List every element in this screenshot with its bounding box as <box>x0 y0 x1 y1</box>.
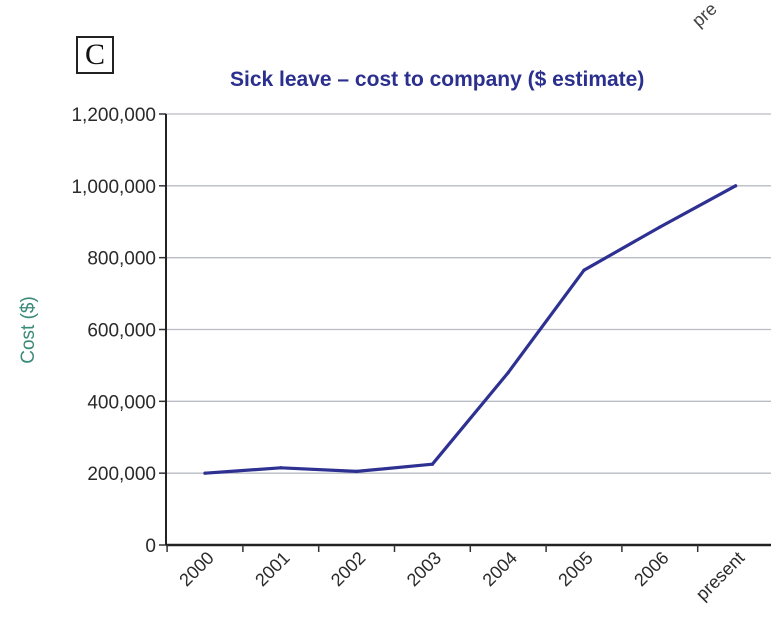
x-tick-label: 2003 <box>403 548 445 590</box>
data-point <box>430 462 434 466</box>
data-point <box>279 466 283 470</box>
chart-title: Sick leave – cost to company ($ estimate… <box>230 68 645 91</box>
x-tick-label: present <box>692 548 749 605</box>
y-tick-label: 0 <box>145 536 156 557</box>
y-tick-label: 400,000 <box>87 392 156 413</box>
data-point <box>658 225 662 229</box>
y-tick-label: 600,000 <box>87 321 156 342</box>
y-tick-label: 1,200,000 <box>71 105 156 126</box>
series-lines <box>203 184 738 475</box>
x-tick-label: 2006 <box>630 548 672 590</box>
data-point <box>203 471 207 475</box>
axes <box>159 113 771 552</box>
y-axis-label: Cost ($) <box>18 296 39 364</box>
grid-lines <box>166 113 771 474</box>
x-tick-label: 2001 <box>251 548 293 590</box>
y-tick-label: 800,000 <box>87 249 156 270</box>
x-tick-label: 2005 <box>554 548 596 590</box>
data-point <box>506 371 510 375</box>
y-tick-label: 1,000,000 <box>71 177 156 198</box>
data-point <box>582 268 586 272</box>
panel-label: C <box>76 36 114 74</box>
x-tick-label: 2004 <box>479 548 521 590</box>
y-tick-label: 200,000 <box>87 464 156 485</box>
series-line <box>203 184 738 475</box>
y-tick-labels: 0 200,000 400,000 600,000 800,000 1,000,000 1,… <box>71 105 156 557</box>
x-tick-label: 2002 <box>327 548 369 590</box>
x-tick-label: 2000 <box>175 548 217 590</box>
data-point <box>355 469 359 473</box>
x-tick-labels: 2000 2001 2002 2003 2004 2005 2006 present <box>175 548 748 605</box>
data-point <box>734 184 738 188</box>
